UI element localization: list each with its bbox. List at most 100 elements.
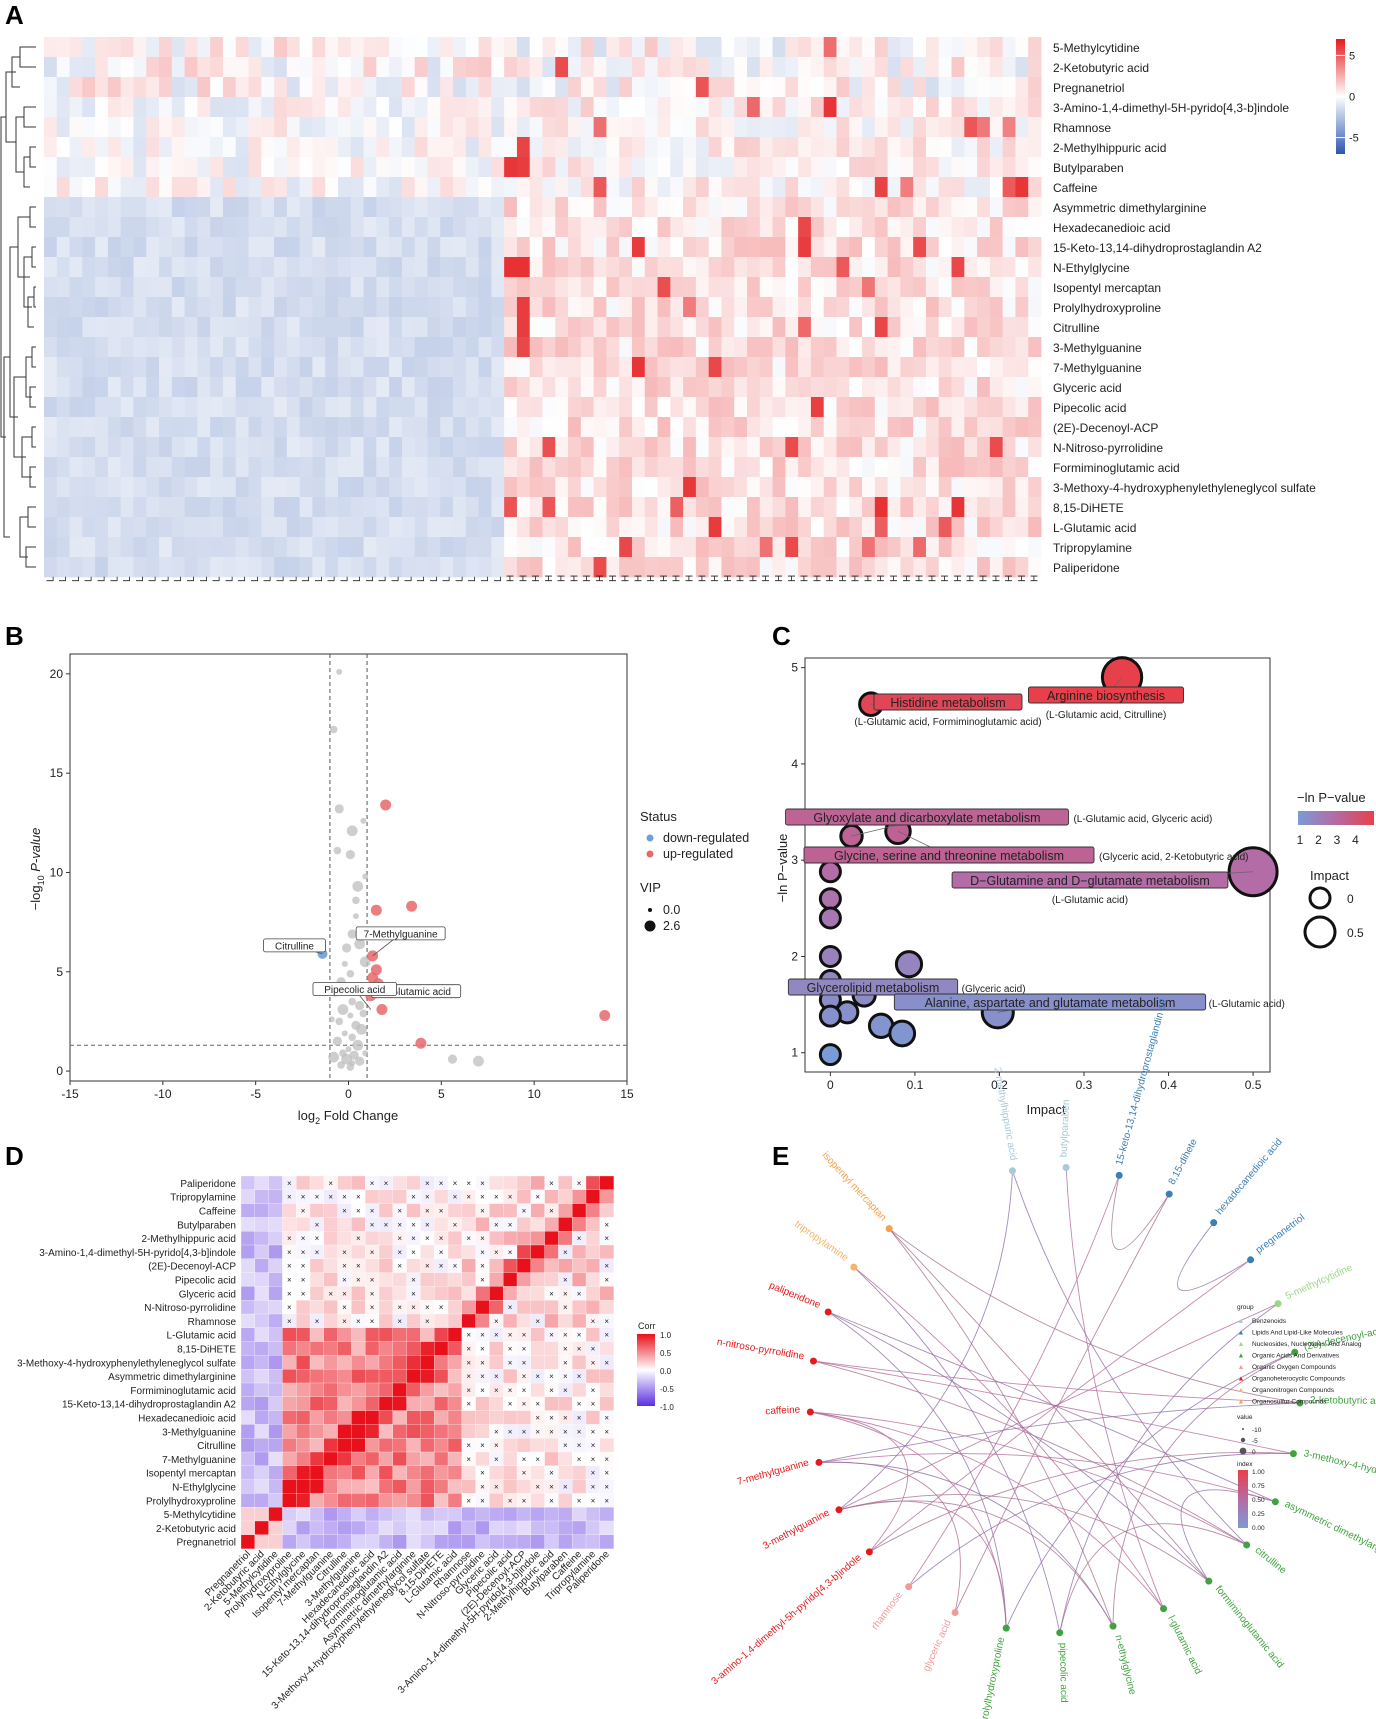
heatmap-cell — [657, 137, 671, 158]
heatmap-cell — [376, 317, 390, 338]
heatmap-cell — [708, 517, 722, 538]
chord-link — [1012, 1170, 1248, 1546]
corr-cell — [378, 1341, 394, 1356]
corr-nonsig-mark: × — [466, 1345, 471, 1354]
heatmap-row-label: Pregnanetriol — [1053, 81, 1124, 95]
heatmap-cell — [580, 177, 595, 198]
dendrogram-branch — [33, 286, 36, 308]
heatmap-cell — [772, 377, 786, 398]
heatmap-cell — [286, 237, 301, 258]
corr-cell — [599, 1507, 615, 1522]
heatmap-cell — [299, 297, 313, 318]
corr-cell — [254, 1203, 270, 1218]
heatmap-cell — [504, 217, 518, 238]
heatmap-column-label: L — [416, 576, 427, 582]
corr-cell — [268, 1203, 283, 1218]
heatmap-cell — [210, 437, 224, 458]
heatmap-cell — [593, 457, 607, 478]
corr-cell — [489, 1231, 504, 1246]
chord-node — [1056, 1629, 1064, 1637]
heatmap-cell — [210, 217, 224, 238]
heatmap-cell — [299, 157, 313, 178]
heatmap-cell — [184, 417, 198, 438]
heatmap-cell — [516, 557, 531, 578]
heatmap-cell — [312, 257, 326, 278]
heatmap-cell — [389, 497, 403, 518]
heatmap-cell — [925, 177, 940, 198]
heatmap-cell — [274, 357, 288, 378]
heatmap-cell — [785, 157, 799, 178]
chord-node — [1274, 1300, 1282, 1308]
heatmap-cell — [69, 417, 83, 438]
corr-cell — [489, 1520, 504, 1536]
heatmap-cell — [261, 217, 275, 238]
heatmap-cell — [1015, 517, 1029, 538]
heatmap-cell — [785, 337, 799, 358]
heatmap-cell — [337, 157, 352, 178]
heatmap-cell — [146, 297, 160, 318]
heatmap-cell — [210, 397, 224, 418]
volcano-point-ns — [356, 1023, 367, 1035]
heatmap-cell — [810, 57, 825, 78]
heatmap-cell — [414, 157, 428, 178]
chord-legend-group-label: Lipids And Lipid-Like Molecules — [1252, 1330, 1343, 1337]
heatmap-cell — [159, 557, 173, 578]
heatmap-cell — [107, 257, 122, 278]
heatmap-cell — [95, 137, 109, 158]
heatmap-cell — [874, 517, 889, 538]
heatmap-cell — [542, 217, 556, 238]
heatmap-cell — [504, 77, 518, 98]
heatmap-cell — [619, 97, 633, 118]
corr-cell — [434, 1286, 449, 1301]
heatmap-cell — [772, 257, 786, 278]
heatmap-cell — [631, 477, 646, 498]
chord-node-label: glyceric acid — [921, 1618, 954, 1673]
corr-cell — [544, 1217, 559, 1232]
corr-cell — [268, 1244, 283, 1260]
corr-cell — [544, 1341, 559, 1356]
heatmap-cell — [593, 117, 607, 138]
heatmap-cell — [951, 557, 965, 578]
volcano-point-up — [380, 799, 392, 811]
heatmap-cell — [683, 217, 697, 238]
corr-legend-title: Corr — [638, 1321, 656, 1331]
heatmap-cell — [465, 137, 479, 158]
heatmap-cell — [286, 217, 301, 238]
pathway-y-tick-label: 2 — [791, 949, 798, 963]
heatmap-cell — [759, 317, 773, 338]
heatmap-cell — [95, 337, 109, 358]
chord-legend-index-label: 0.00 — [1252, 1525, 1265, 1532]
corr-row-label: 3-Methoxy-4-hydroxyphenylethyleneglycol … — [17, 1358, 236, 1369]
heatmap-row-label: 5-Methylcytidine — [1053, 41, 1140, 55]
volcano-point-ns — [333, 846, 342, 855]
heatmap-cell — [504, 477, 518, 498]
heatmap-cell — [1015, 297, 1029, 318]
heatmap-cell — [657, 97, 671, 118]
heatmap-cell — [363, 137, 377, 158]
volcano-point-ns — [328, 1016, 335, 1023]
heatmap-cell — [299, 537, 313, 558]
heatmap-cell — [964, 157, 978, 178]
corr-row-label: Hexadecanedioic acid — [138, 1414, 236, 1425]
chord-legend-value-label: -10 — [1252, 1427, 1262, 1434]
volcano-point-ns — [328, 1051, 340, 1063]
heatmap-cell — [951, 177, 965, 198]
heatmap-cell — [1002, 357, 1016, 378]
heatmap-cell — [810, 297, 825, 318]
heatmap-cell — [286, 117, 301, 138]
heatmap-cell — [159, 237, 173, 258]
heatmap-row-label: 3-Methylguanine — [1053, 341, 1142, 355]
volcano-point-ns — [348, 997, 357, 1006]
heatmap-column-label: H — [531, 575, 542, 582]
corr-cell — [309, 1520, 325, 1536]
heatmap-cell — [1002, 477, 1016, 498]
chord-legend: group▲ Benzenoids▲ Lipids And Lipid-Like M… — [1237, 1304, 1362, 1532]
heatmap-cell — [785, 97, 799, 118]
heatmap-cell — [478, 197, 492, 218]
heatmap-cell — [146, 177, 160, 198]
heatmap-cell — [874, 497, 889, 518]
heatmap-row-label: (2E)-Decenoyl-ACP — [1053, 421, 1158, 435]
corr-cell — [254, 1341, 270, 1356]
heatmap-cell — [619, 417, 633, 438]
volcano-point-ns — [346, 1063, 355, 1071]
